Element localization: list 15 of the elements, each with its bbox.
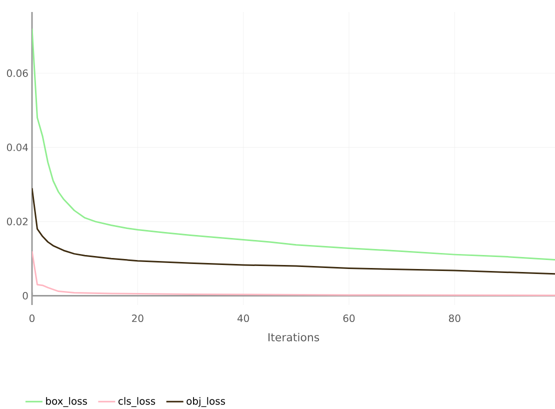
x-tick-label: 80: [448, 314, 460, 322]
legend-label: obj_loss: [186, 397, 226, 407]
x-tick-label: 60: [343, 314, 355, 322]
x-tick-label: 40: [237, 314, 249, 322]
line-series: [32, 250, 555, 296]
x-tick-label: 0: [29, 314, 35, 322]
legend-label: cls_loss: [118, 397, 156, 407]
x-tick-label: 20: [132, 314, 144, 322]
x-axis-title: Iterations: [268, 332, 320, 342]
y-tick-label: 0.06: [6, 69, 28, 77]
y-tick-label: 0.04: [6, 144, 28, 152]
y-tick-label: 0.02: [6, 218, 28, 226]
line-series: [32, 187, 555, 275]
y-tick-label: 0: [22, 292, 28, 300]
legend-label: box_loss: [46, 397, 87, 407]
